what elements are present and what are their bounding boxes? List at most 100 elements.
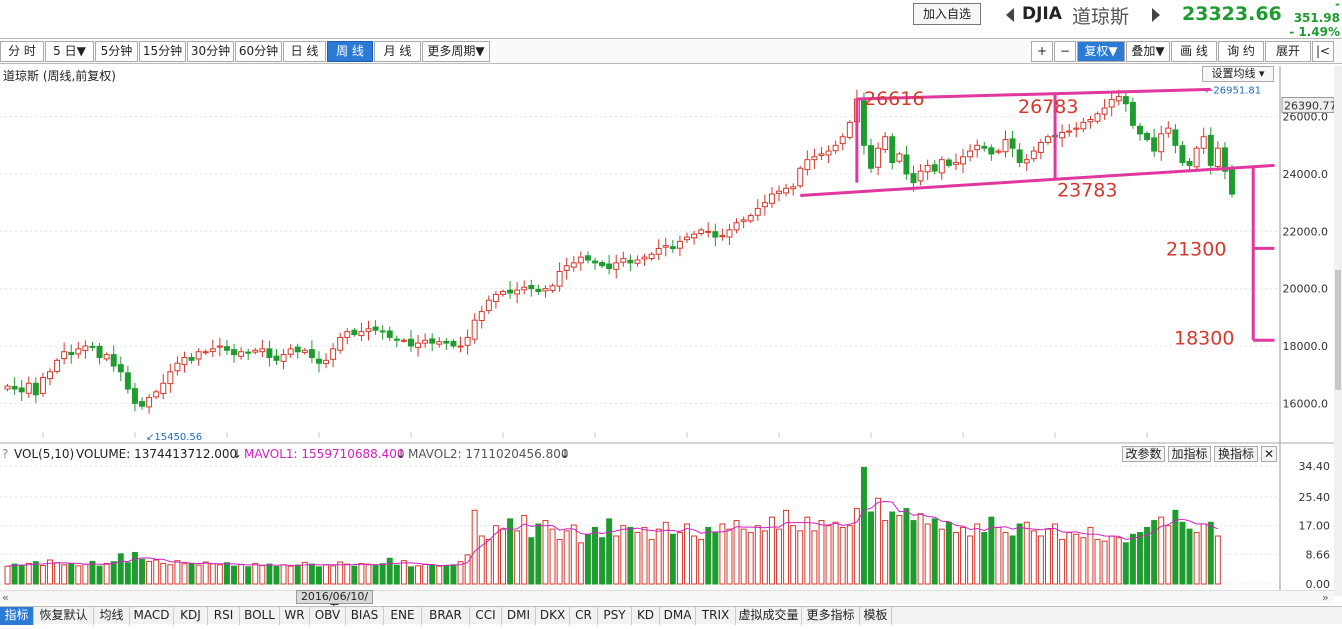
overlay-dropdown[interactable]: 叠加▼ <box>1126 41 1170 62</box>
period-tab[interactable]: 日 线 <box>283 41 326 62</box>
indicator-tab[interactable]: 指标 <box>0 607 34 625</box>
candle <box>733 222 740 231</box>
candle <box>1108 98 1115 108</box>
candle <box>372 326 379 331</box>
indicator-tab[interactable]: CR <box>570 607 598 625</box>
next-symbol-icon[interactable] <box>1152 8 1160 22</box>
volume-bar <box>330 565 337 585</box>
candle <box>188 356 195 361</box>
candle <box>868 145 875 169</box>
candle <box>1122 96 1129 105</box>
period-tab[interactable]: 60分钟 <box>235 41 282 62</box>
volume-bar <box>216 564 223 585</box>
volume-bar <box>153 559 160 585</box>
candle <box>1052 134 1059 138</box>
switch-indicator-button[interactable]: 换指标 <box>1214 446 1258 462</box>
volume-bar <box>860 466 867 585</box>
candle <box>1094 113 1101 122</box>
cursor-date-tip: 2016/06/10/五 <box>296 590 373 615</box>
volume-bar <box>988 516 995 585</box>
candle <box>415 342 422 348</box>
indicator-tab[interactable]: 恢复默认 <box>34 607 94 625</box>
volume-bar <box>181 563 188 585</box>
volume-bar <box>613 535 620 585</box>
volume-bar <box>698 538 705 585</box>
candle <box>1009 138 1016 149</box>
indicator-tab[interactable]: 虚拟成交量 <box>736 607 802 625</box>
add-indicator-button[interactable]: 加指标 <box>1168 446 1211 462</box>
collapse-arrow-icon[interactable]: |< <box>1312 41 1334 62</box>
volume-bar <box>747 532 754 585</box>
indicator-tab[interactable]: CCI <box>470 607 502 625</box>
set-ma-dropdown[interactable]: 设置均线 ▾ <box>1202 66 1274 82</box>
volume-bar <box>75 565 82 585</box>
help-icon[interactable]: ? <box>2 447 9 461</box>
indicator-tab[interactable]: 模板 <box>860 607 892 625</box>
volume-bar <box>648 538 655 585</box>
edit-params-button[interactable]: 改参数 <box>1122 446 1165 462</box>
volume-bar <box>273 566 280 585</box>
period-tab[interactable]: 分 时 <box>0 41 44 62</box>
volume-bar <box>1137 532 1143 585</box>
candle <box>344 331 351 338</box>
candle <box>1221 147 1228 172</box>
indicator-tab[interactable]: 均线 <box>94 607 130 625</box>
period-tab[interactable]: 15分钟 <box>139 41 186 62</box>
indicator-tab[interactable]: BRAR <box>422 607 470 625</box>
indicator-tab[interactable]: MACD <box>130 607 174 625</box>
horizontal-scrollbar[interactable]: « » <box>0 590 1334 604</box>
volume-bar <box>25 562 32 585</box>
indicator-tab[interactable]: DMA <box>660 607 696 625</box>
scroll-left-icon[interactable]: « <box>2 591 9 604</box>
indicator-tab[interactable]: DMI <box>502 607 536 625</box>
change-amount: - 351.98 <box>1293 0 1340 25</box>
candle <box>1207 134 1214 166</box>
volume-bar <box>995 526 1002 585</box>
volume-bar <box>131 551 138 585</box>
period-tab[interactable]: 30分钟 <box>187 41 234 62</box>
volume-bar <box>407 566 414 585</box>
draw-line-button[interactable]: 画 线 <box>1171 41 1217 62</box>
zoom-out-button[interactable]: − <box>1054 41 1076 62</box>
expand-button[interactable]: 展开 <box>1265 41 1311 62</box>
indicator-tab[interactable]: BIAS <box>346 607 384 625</box>
inquiry-button[interactable]: 询 约 <box>1218 41 1264 62</box>
period-tab[interactable]: 5分钟 <box>95 41 138 62</box>
period-tab[interactable]: 月 线 <box>374 41 421 62</box>
volume-bar <box>606 518 613 585</box>
indicator-tab[interactable]: RSI <box>208 607 240 625</box>
zoom-in-button[interactable]: + <box>1031 41 1053 62</box>
prev-symbol-icon[interactable] <box>1006 8 1014 22</box>
indicator-tab[interactable]: BOLL <box>240 607 280 625</box>
candle <box>485 299 492 312</box>
volume-bar <box>960 526 967 585</box>
volume-bar <box>761 530 768 585</box>
candle <box>620 258 627 263</box>
indicator-tab[interactable]: KD <box>632 607 660 625</box>
candle <box>96 345 103 358</box>
scroll-right-icon[interactable]: » <box>1322 591 1329 604</box>
indicator-tab[interactable]: PSY <box>598 607 632 625</box>
volume-bar <box>1200 523 1207 585</box>
candle <box>1179 145 1186 164</box>
close-icon[interactable]: ✕ <box>1261 446 1277 462</box>
period-tab[interactable]: 5 日▼ <box>45 41 94 62</box>
indicator-tab[interactable]: OBV <box>310 607 346 625</box>
indicator-tab[interactable]: ENE <box>384 607 422 625</box>
candle <box>1186 161 1193 166</box>
volume-bar <box>195 564 202 585</box>
indicator-tab[interactable]: 更多指标 <box>802 607 860 625</box>
vol-mavol1-value: MAVOL1: 1559710688.400 <box>244 447 405 461</box>
candle <box>18 387 25 393</box>
restore-rights-dropdown[interactable]: 复权▼ <box>1077 41 1125 62</box>
period-tab-weekly[interactable]: 周 线 <box>327 41 373 62</box>
indicator-tab[interactable]: WR <box>280 607 310 625</box>
candle <box>1059 131 1066 139</box>
add-to-watchlist-button[interactable]: 加入自选 <box>913 3 981 25</box>
indicator-tab[interactable]: TRIX <box>696 607 736 625</box>
indicator-tab[interactable]: KDJ <box>174 607 208 625</box>
candle <box>82 345 89 352</box>
more-periods-dropdown[interactable]: 更多周期▼ <box>422 41 490 62</box>
scroll-thumb[interactable] <box>1335 270 1341 390</box>
indicator-tab[interactable]: DKX <box>536 607 570 625</box>
